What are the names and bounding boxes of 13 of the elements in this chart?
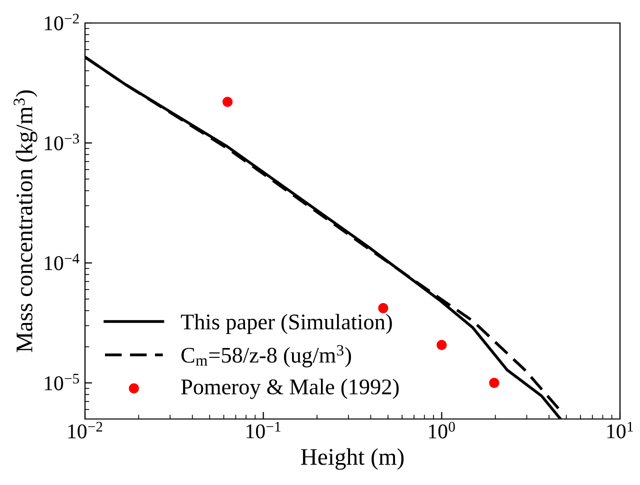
legend-label: Pomeroy & Male (1992)	[181, 378, 399, 399]
y-tick-label: 10$^{−3}$	[44, 134, 80, 150]
legend-label: This paper (Simulation)	[180, 314, 392, 334]
x-tick-label: 10$^{0}$	[429, 422, 455, 438]
x-axis-title: Height (m)	[301, 448, 404, 470]
x-tick-label: 10$^{1}$	[607, 422, 633, 438]
x-tick-label: 10$^{−2}$	[68, 422, 102, 438]
y-tick-label: 10$^{−5}$	[44, 374, 80, 390]
y-tick-label: 10$^{−2}$	[44, 14, 79, 30]
x-tick-label: 10$^{−1}$	[246, 422, 280, 438]
y-axis-title: Mass concentration (kg/m$^{3}$)	[14, 90, 38, 352]
legend-label: C$_{m}$=58/z-8 (ug/m$^{3}$)	[181, 345, 351, 368]
y-tick-label: 10$^{−4}$	[44, 254, 80, 270]
